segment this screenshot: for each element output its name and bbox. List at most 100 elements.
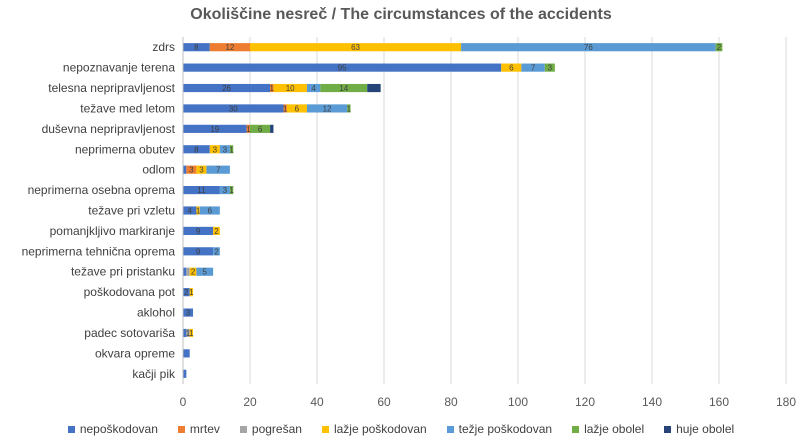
data-label: 1: [189, 288, 194, 297]
legend-label: težje poškodovan: [458, 422, 553, 436]
x-tick-label: 100: [508, 395, 528, 409]
data-label: 4: [311, 84, 316, 93]
bar-segment: [246, 124, 250, 133]
data-label: 7: [216, 166, 221, 175]
data-label: 6: [509, 64, 514, 73]
legend-swatch: [664, 425, 672, 433]
data-label: 1: [283, 104, 288, 113]
bar-segment: [715, 43, 723, 52]
legend-item: lažje obolel: [572, 422, 644, 436]
x-tick-label: 120: [575, 395, 595, 409]
data-label: 19: [210, 125, 219, 134]
category-label: kačji pik: [132, 367, 176, 381]
bar-segment: [199, 206, 220, 215]
data-label: 6: [295, 104, 300, 113]
category-label: padec sotovariša: [84, 326, 175, 340]
bar-segment: [183, 43, 210, 52]
legend-swatch: [67, 425, 75, 433]
legend-label: huje obolel: [676, 422, 735, 436]
data-label: 10: [286, 84, 295, 93]
legend-item: mrtev: [177, 422, 220, 436]
data-label: 3: [223, 186, 228, 195]
x-tick-label: 60: [377, 395, 391, 409]
data-label: 6: [208, 207, 213, 216]
data-label: 76: [584, 43, 593, 52]
data-label: 11: [197, 186, 206, 195]
bar-segment: [183, 247, 214, 256]
legend-item: nepoškodovan: [67, 422, 158, 436]
data-label: 5: [203, 268, 208, 277]
x-tick-label: 160: [709, 395, 729, 409]
bar-segment: [183, 206, 197, 215]
category-label: okvara opreme: [95, 346, 175, 360]
data-label: 3: [186, 309, 191, 318]
bar-segment: [320, 83, 368, 93]
legend-label: lažje poškodovan: [333, 422, 427, 436]
bar-segment: [283, 104, 287, 113]
category-label: nepoznavanje terena: [63, 61, 175, 75]
bar-segment: [183, 124, 247, 133]
bar-segment: [219, 145, 230, 154]
data-label: 2: [717, 43, 722, 52]
bar-segment: [273, 83, 307, 93]
data-label: 8: [194, 43, 199, 52]
legend-swatch: [572, 425, 580, 433]
x-tick-label: 0: [180, 395, 187, 409]
bar-segment: [286, 104, 307, 113]
legend-swatch: [239, 425, 247, 433]
bar-segment: [347, 104, 351, 113]
data-label: 3: [199, 166, 204, 175]
bar-segment: [183, 349, 190, 358]
legend-label: lažje obolel: [584, 422, 645, 436]
data-label: 7: [531, 64, 536, 73]
data-label: 1: [196, 207, 201, 216]
data-label: 2: [191, 268, 196, 277]
bar-segment: [501, 63, 522, 72]
legend-swatch: [446, 425, 454, 433]
bar-segment: [186, 328, 190, 338]
category-label: neprimerna osebna oprema: [28, 183, 176, 197]
data-label: 2: [184, 288, 189, 297]
bar-segment: [186, 165, 197, 174]
bar-segment: [461, 43, 716, 52]
legend-label: nepoškodovan: [79, 422, 158, 436]
bar-segment: [209, 43, 250, 52]
data-label: 14: [339, 84, 348, 93]
bar-segment: [196, 165, 207, 174]
x-tick-label: 20: [243, 395, 257, 409]
category-label: težave pri vzletu: [88, 204, 175, 218]
x-tick-label: 80: [444, 395, 458, 409]
bar-segment: [213, 226, 220, 235]
data-label: 3: [213, 145, 218, 154]
data-label: 95: [338, 64, 347, 73]
bar-segment: [229, 186, 234, 195]
bar-segment: [183, 145, 210, 154]
data-label: 1: [229, 186, 234, 195]
bar-segment: [183, 165, 187, 174]
bar-segment: [209, 145, 220, 154]
category-label: težave med letom: [80, 101, 175, 115]
legend-swatch: [321, 425, 329, 433]
bar-segment: [196, 267, 214, 276]
bar-segment: [183, 328, 187, 338]
data-label: 1: [270, 84, 275, 93]
bar-segment: [183, 267, 187, 276]
bar-segment: [183, 288, 190, 297]
bar-segment: [250, 124, 271, 133]
bar-segment: [183, 186, 220, 195]
data-label: 4: [187, 207, 192, 216]
category-label: duševna nepripravljenost: [42, 122, 176, 136]
data-label: 63: [351, 43, 360, 52]
legend-label: mrtev: [189, 422, 220, 436]
x-tick-label: 140: [642, 395, 662, 409]
data-label: 9: [196, 247, 201, 256]
legend-item: pogrešan: [239, 422, 302, 436]
data-label: 3: [548, 64, 553, 73]
category-label: poškodovana pot: [84, 285, 176, 299]
data-label: 26: [222, 84, 231, 93]
bar-segment: [196, 206, 200, 215]
data-label: 8: [194, 145, 199, 154]
category-label: telesna nepripravljenost: [48, 81, 175, 95]
bar-segment: [219, 186, 230, 195]
